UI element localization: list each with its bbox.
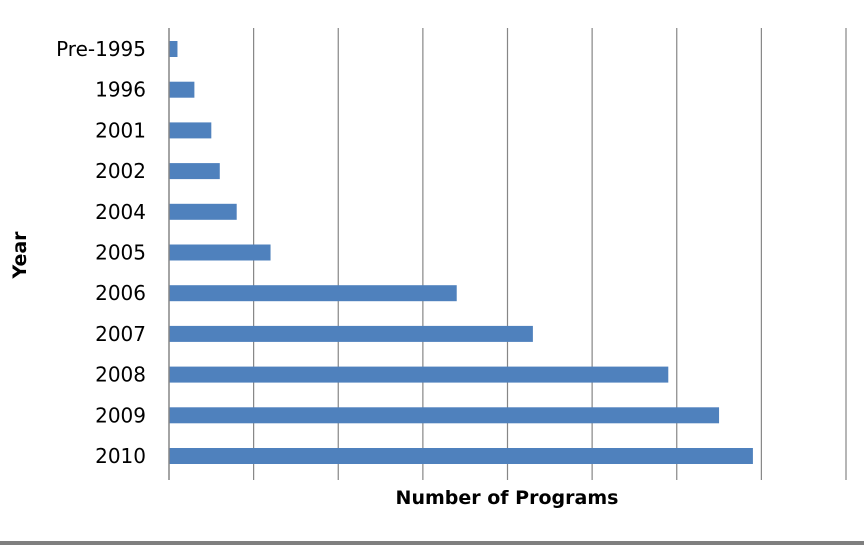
bar-2007 [169, 325, 533, 342]
y-tick-label: 2010 [95, 444, 146, 468]
y-tick-label: 2006 [95, 281, 146, 305]
bar-2005 [169, 244, 271, 261]
y-tick-label: Pre-1995 [56, 37, 146, 61]
y-tick-label: 1996 [95, 78, 146, 102]
bottom-divider [0, 541, 864, 545]
y-tick-label: 2008 [95, 363, 146, 387]
bar-2009 [169, 407, 720, 424]
bars [169, 41, 753, 464]
y-tick-label: 2009 [95, 403, 146, 427]
bar-2006 [169, 285, 457, 302]
y-tick-label: 2005 [95, 241, 146, 265]
bar-2008 [169, 366, 669, 383]
bar-2004 [169, 203, 237, 220]
y-axis-title: Year [9, 231, 31, 280]
bar-2002 [169, 163, 220, 180]
bar-2001 [169, 122, 212, 139]
x-axis-title: Number of Programs [396, 487, 619, 509]
y-tick-labels: Pre-1995 1996 2001 2002 2004 2005 2006 2007 2008… [56, 37, 146, 468]
gridlines [253, 28, 847, 480]
y-tick-label: 2001 [95, 118, 146, 142]
y-tick-label: 2007 [95, 322, 146, 346]
bar-pre-1995 [169, 41, 178, 57]
bar-1996 [169, 81, 195, 98]
bar-2010 [169, 448, 753, 464]
y-tick-label: 2002 [95, 159, 146, 183]
y-tick-label: 2004 [95, 200, 146, 224]
